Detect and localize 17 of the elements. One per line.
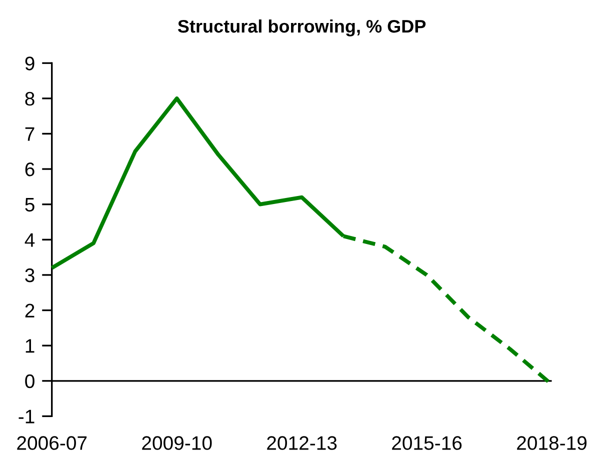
- x-tick-label: 2009-10: [142, 436, 212, 450]
- x-tick-label: 2012-13: [267, 436, 337, 450]
- x-tick-label: 2015-16: [392, 436, 462, 450]
- y-tick-label: 1: [26, 339, 34, 353]
- y-tick-label: 0: [25, 374, 34, 388]
- y-tick-label: 3: [25, 268, 34, 282]
- y-tick-label: 8: [25, 92, 34, 106]
- y-tick-label: 7: [25, 127, 34, 141]
- y-tick-label: 9: [25, 56, 34, 70]
- y-tick-label: 5: [25, 198, 34, 212]
- x-tick-label: 2018-19: [517, 436, 587, 450]
- y-tick-label: 2: [25, 304, 34, 318]
- y-tick-label: 4: [24, 233, 35, 247]
- y-tick-label: -1: [18, 410, 34, 424]
- x-tick-label: 2006-07: [17, 436, 87, 450]
- y-tick-label: 6: [25, 162, 34, 176]
- chart-title: Structural borrowing, % GDP: [178, 19, 426, 36]
